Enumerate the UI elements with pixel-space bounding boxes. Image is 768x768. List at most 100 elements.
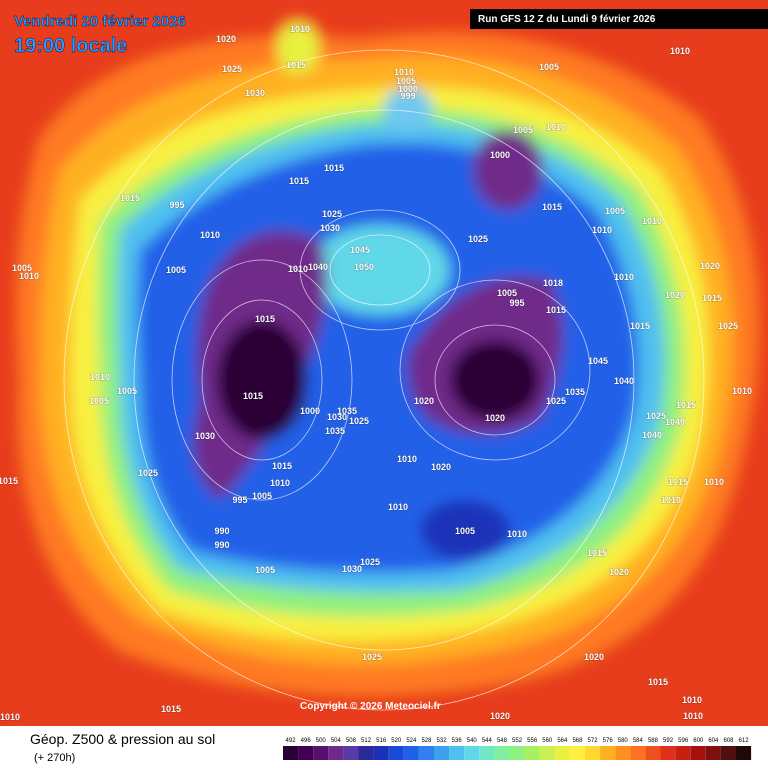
isobar-label: 1010 (19, 271, 39, 281)
isobar-label: 1010 (614, 272, 634, 282)
scale-swatch (464, 746, 480, 760)
isobar-label: 1015 (587, 548, 607, 558)
scale-value: 572 (588, 738, 599, 744)
isobar-label: 1010 (394, 67, 414, 77)
isobar-label: 1040 (665, 417, 685, 427)
isobar-label: 1005 (539, 62, 559, 72)
isobar-label: 1025 (222, 64, 242, 74)
isobar-label: 1025 (138, 468, 158, 478)
isobar-label: 999 (400, 91, 415, 101)
scale-value: 580 (618, 738, 629, 744)
scale-swatch (600, 746, 616, 760)
isobar-label: 1015 (702, 293, 722, 303)
isobar-label: 1025 (349, 416, 369, 426)
scale-swatch (328, 746, 344, 760)
isobar-label: 1015 (630, 321, 650, 331)
isobar-label: 1010 (592, 225, 612, 235)
isobar-label: 1005 (497, 288, 517, 298)
isobar-label: 1020 (485, 413, 505, 423)
scale-value: 596 (678, 738, 689, 744)
scale-value: 588 (648, 738, 659, 744)
scale-swatch (585, 746, 601, 760)
isobar-label: 1000 (490, 150, 510, 160)
run-bg (470, 9, 768, 29)
isobar-label: 1005 (252, 491, 272, 501)
scale-swatch (675, 746, 691, 760)
scale-swatch (645, 746, 661, 760)
isobar-label: 1010 (683, 711, 703, 721)
isobar-label: 1015 (648, 677, 668, 687)
field-label: Géop. Z500 & pression au sol (30, 731, 215, 747)
scale-swatch (494, 746, 510, 760)
isobar-label: 1015 (324, 163, 344, 173)
scale-swatch (705, 746, 721, 760)
scale-swatch (358, 746, 374, 760)
scale-value: 612 (739, 738, 750, 744)
isobar-label: 1035 (325, 426, 345, 436)
isobar-label: 1015 (546, 305, 566, 315)
copyright: Copyright © 2026 Meteociel.fr (300, 701, 441, 712)
scale-swatch (660, 746, 676, 760)
scale-swatch (509, 746, 525, 760)
scale-swatch (569, 746, 585, 760)
scale-value: 564 (557, 738, 568, 744)
isobar-label: 995 (232, 495, 247, 505)
isobar-label: 1030 (327, 412, 347, 422)
isobar-label: 1020 (490, 711, 510, 721)
isobar-label: 1025 (646, 411, 666, 421)
scale-swatch (690, 746, 706, 760)
isobar-label: 1030 (245, 88, 265, 98)
isobar-label: 1010 (200, 230, 220, 240)
scale-value: 544 (482, 738, 493, 744)
scale-swatch (283, 746, 299, 760)
scale-value: 608 (723, 738, 734, 744)
isobar-label: 1010 (670, 46, 690, 56)
isobar-label: 1045 (588, 356, 608, 366)
scale-value: 576 (603, 738, 614, 744)
lead-label: (+ 270h) (34, 752, 75, 764)
scale-value: 584 (633, 738, 644, 744)
isobar-label: 1015 (272, 461, 292, 471)
isobar-label: 1030 (320, 223, 340, 233)
scale-swatch (373, 746, 389, 760)
isobar-label: 1015 (668, 477, 688, 487)
isobar-label: 1005 (605, 206, 625, 216)
scale-swatch (388, 746, 404, 760)
isobar-label: 1020 (414, 396, 434, 406)
isobar-label: 1020 (609, 567, 629, 577)
date: Vendredi 20 février 2026 (14, 13, 186, 30)
isobar-label: 1010 (732, 386, 752, 396)
isobar-label: 1030 (342, 564, 362, 574)
isobar-label: 1005 (513, 125, 533, 135)
scale-value: 496 (301, 738, 312, 744)
scale-value: 600 (693, 738, 704, 744)
isobar-label: 990 (214, 540, 229, 550)
scale-value: 524 (406, 738, 417, 744)
scale-value: 604 (708, 738, 719, 744)
isobar-label: 1010 (270, 478, 290, 488)
isobar-label: 1015 (243, 391, 263, 401)
isobar-label: 1025 (546, 396, 566, 406)
isobar-label: 1015 (286, 60, 306, 70)
isobar-label: 1015 (289, 176, 309, 186)
scale-value: 552 (512, 738, 523, 744)
scale-value: 536 (452, 738, 463, 744)
scale-value: 556 (527, 738, 538, 744)
scale-swatch (554, 746, 570, 760)
isobar-label: 1000 (398, 84, 418, 94)
isobar-label: 1025 (718, 321, 738, 331)
isobar-label: 1025 (362, 652, 382, 662)
scale-value: 568 (572, 738, 583, 744)
scale-swatch (418, 746, 434, 760)
scale-value: 492 (286, 738, 297, 744)
scale-value: 560 (542, 738, 553, 744)
isobar-label: 1005 (89, 396, 109, 406)
isobar-label: 1015 (120, 193, 140, 203)
isobar-label: 1020 (216, 34, 236, 44)
isobar-label: 1040 (614, 376, 634, 386)
isobar-label: 1010 (0, 712, 20, 722)
scale-value: 528 (421, 738, 432, 744)
isobar-label: 1015 (0, 476, 18, 486)
isobar-label: 1035 (565, 387, 585, 397)
